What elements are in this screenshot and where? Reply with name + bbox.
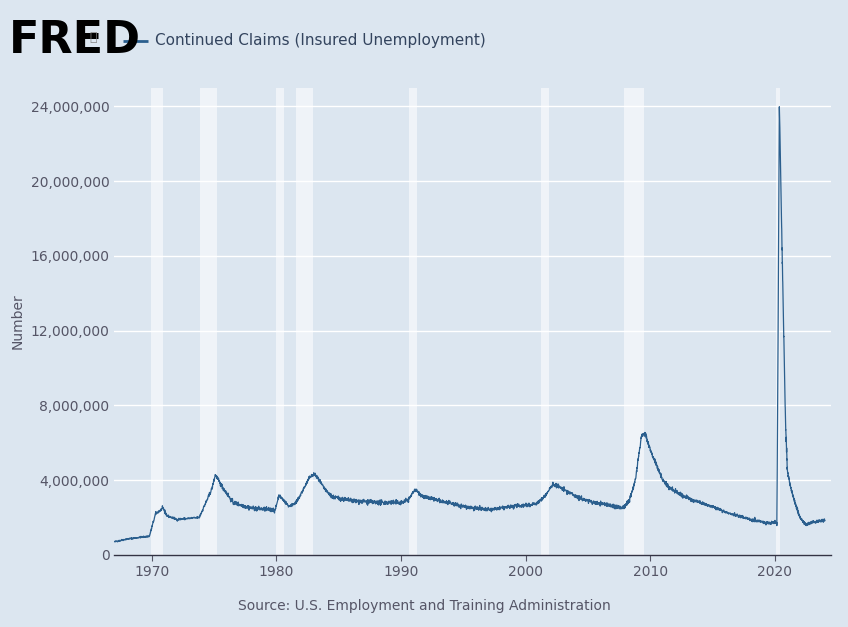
Text: FRED: FRED (8, 19, 141, 62)
Text: Continued Claims (Insured Unemployment): Continued Claims (Insured Unemployment) (155, 33, 486, 48)
Text: 〜: 〜 (89, 31, 97, 44)
Text: Source: U.S. Employment and Training Administration: Source: U.S. Employment and Training Adm… (237, 599, 611, 613)
Bar (624, 88, 644, 555)
Bar (776, 88, 780, 555)
Y-axis label: Number: Number (11, 293, 25, 349)
Bar (151, 88, 163, 555)
Bar (200, 88, 217, 555)
Bar (541, 88, 550, 555)
Bar (409, 88, 417, 555)
Bar (297, 88, 313, 555)
Bar (276, 88, 284, 555)
